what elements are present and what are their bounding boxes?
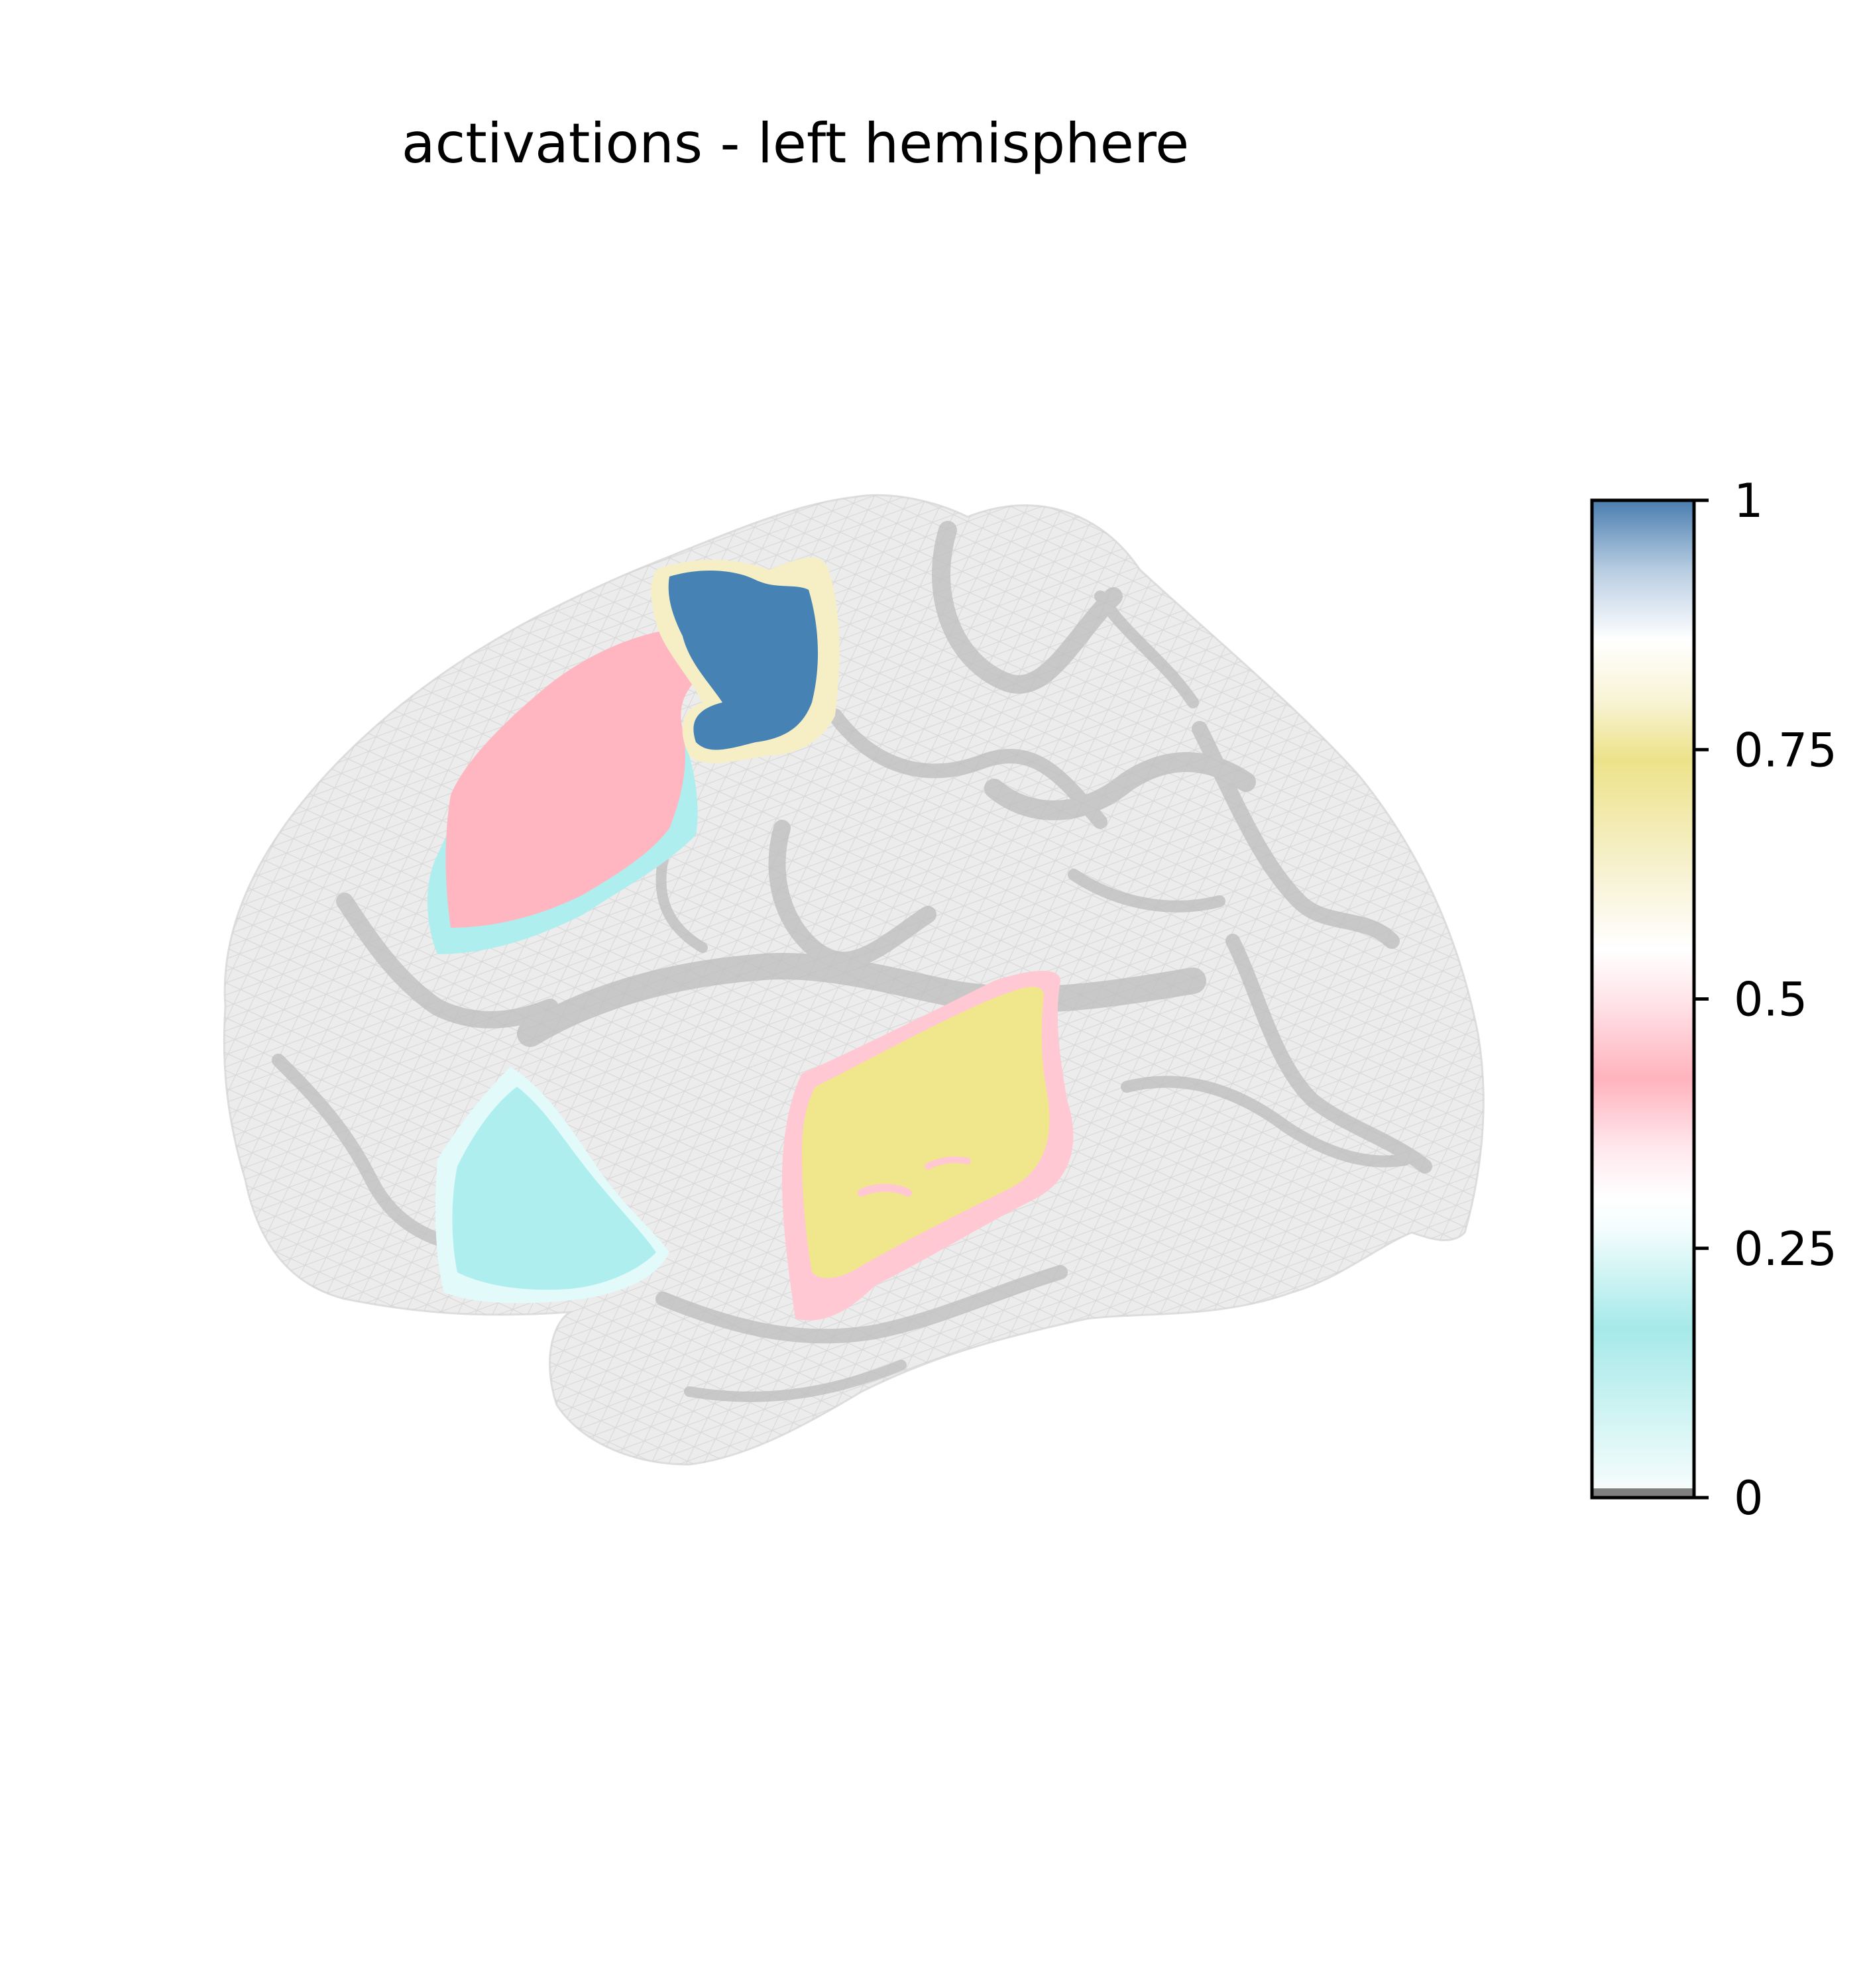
colorbar-tick-label: 1 [1734,474,1764,528]
brain-sulci [272,521,1432,1402]
activation-regions [427,557,1074,1321]
colorbar: 0 0.25 0.5 0.75 1 [1590,474,1837,1525]
region-superior-temporal-notch-2 [925,1156,971,1170]
region-premotor [668,570,819,750]
colorbar-tick-label: 0.5 [1734,973,1807,1027]
region-temporal-pole [452,1087,656,1290]
colorbar-tick-label: 0.25 [1734,1222,1837,1276]
region-superior-temporal [802,987,1050,1278]
brain-surface [223,494,1485,1466]
colorbar-tick-label: 0 [1734,1471,1764,1525]
colorbar-tick-label: 0.75 [1734,723,1837,777]
colorbar-ticks: 0 0.25 0.5 0.75 1 [1694,474,1837,1525]
colorbar-below-range [1592,1488,1694,1498]
region-superior-temporal-notch [858,1184,912,1197]
figure-title: activations - left hemisphere [402,111,1189,176]
colorbar-gradient [1592,500,1694,1498]
region-frontal [445,630,710,928]
